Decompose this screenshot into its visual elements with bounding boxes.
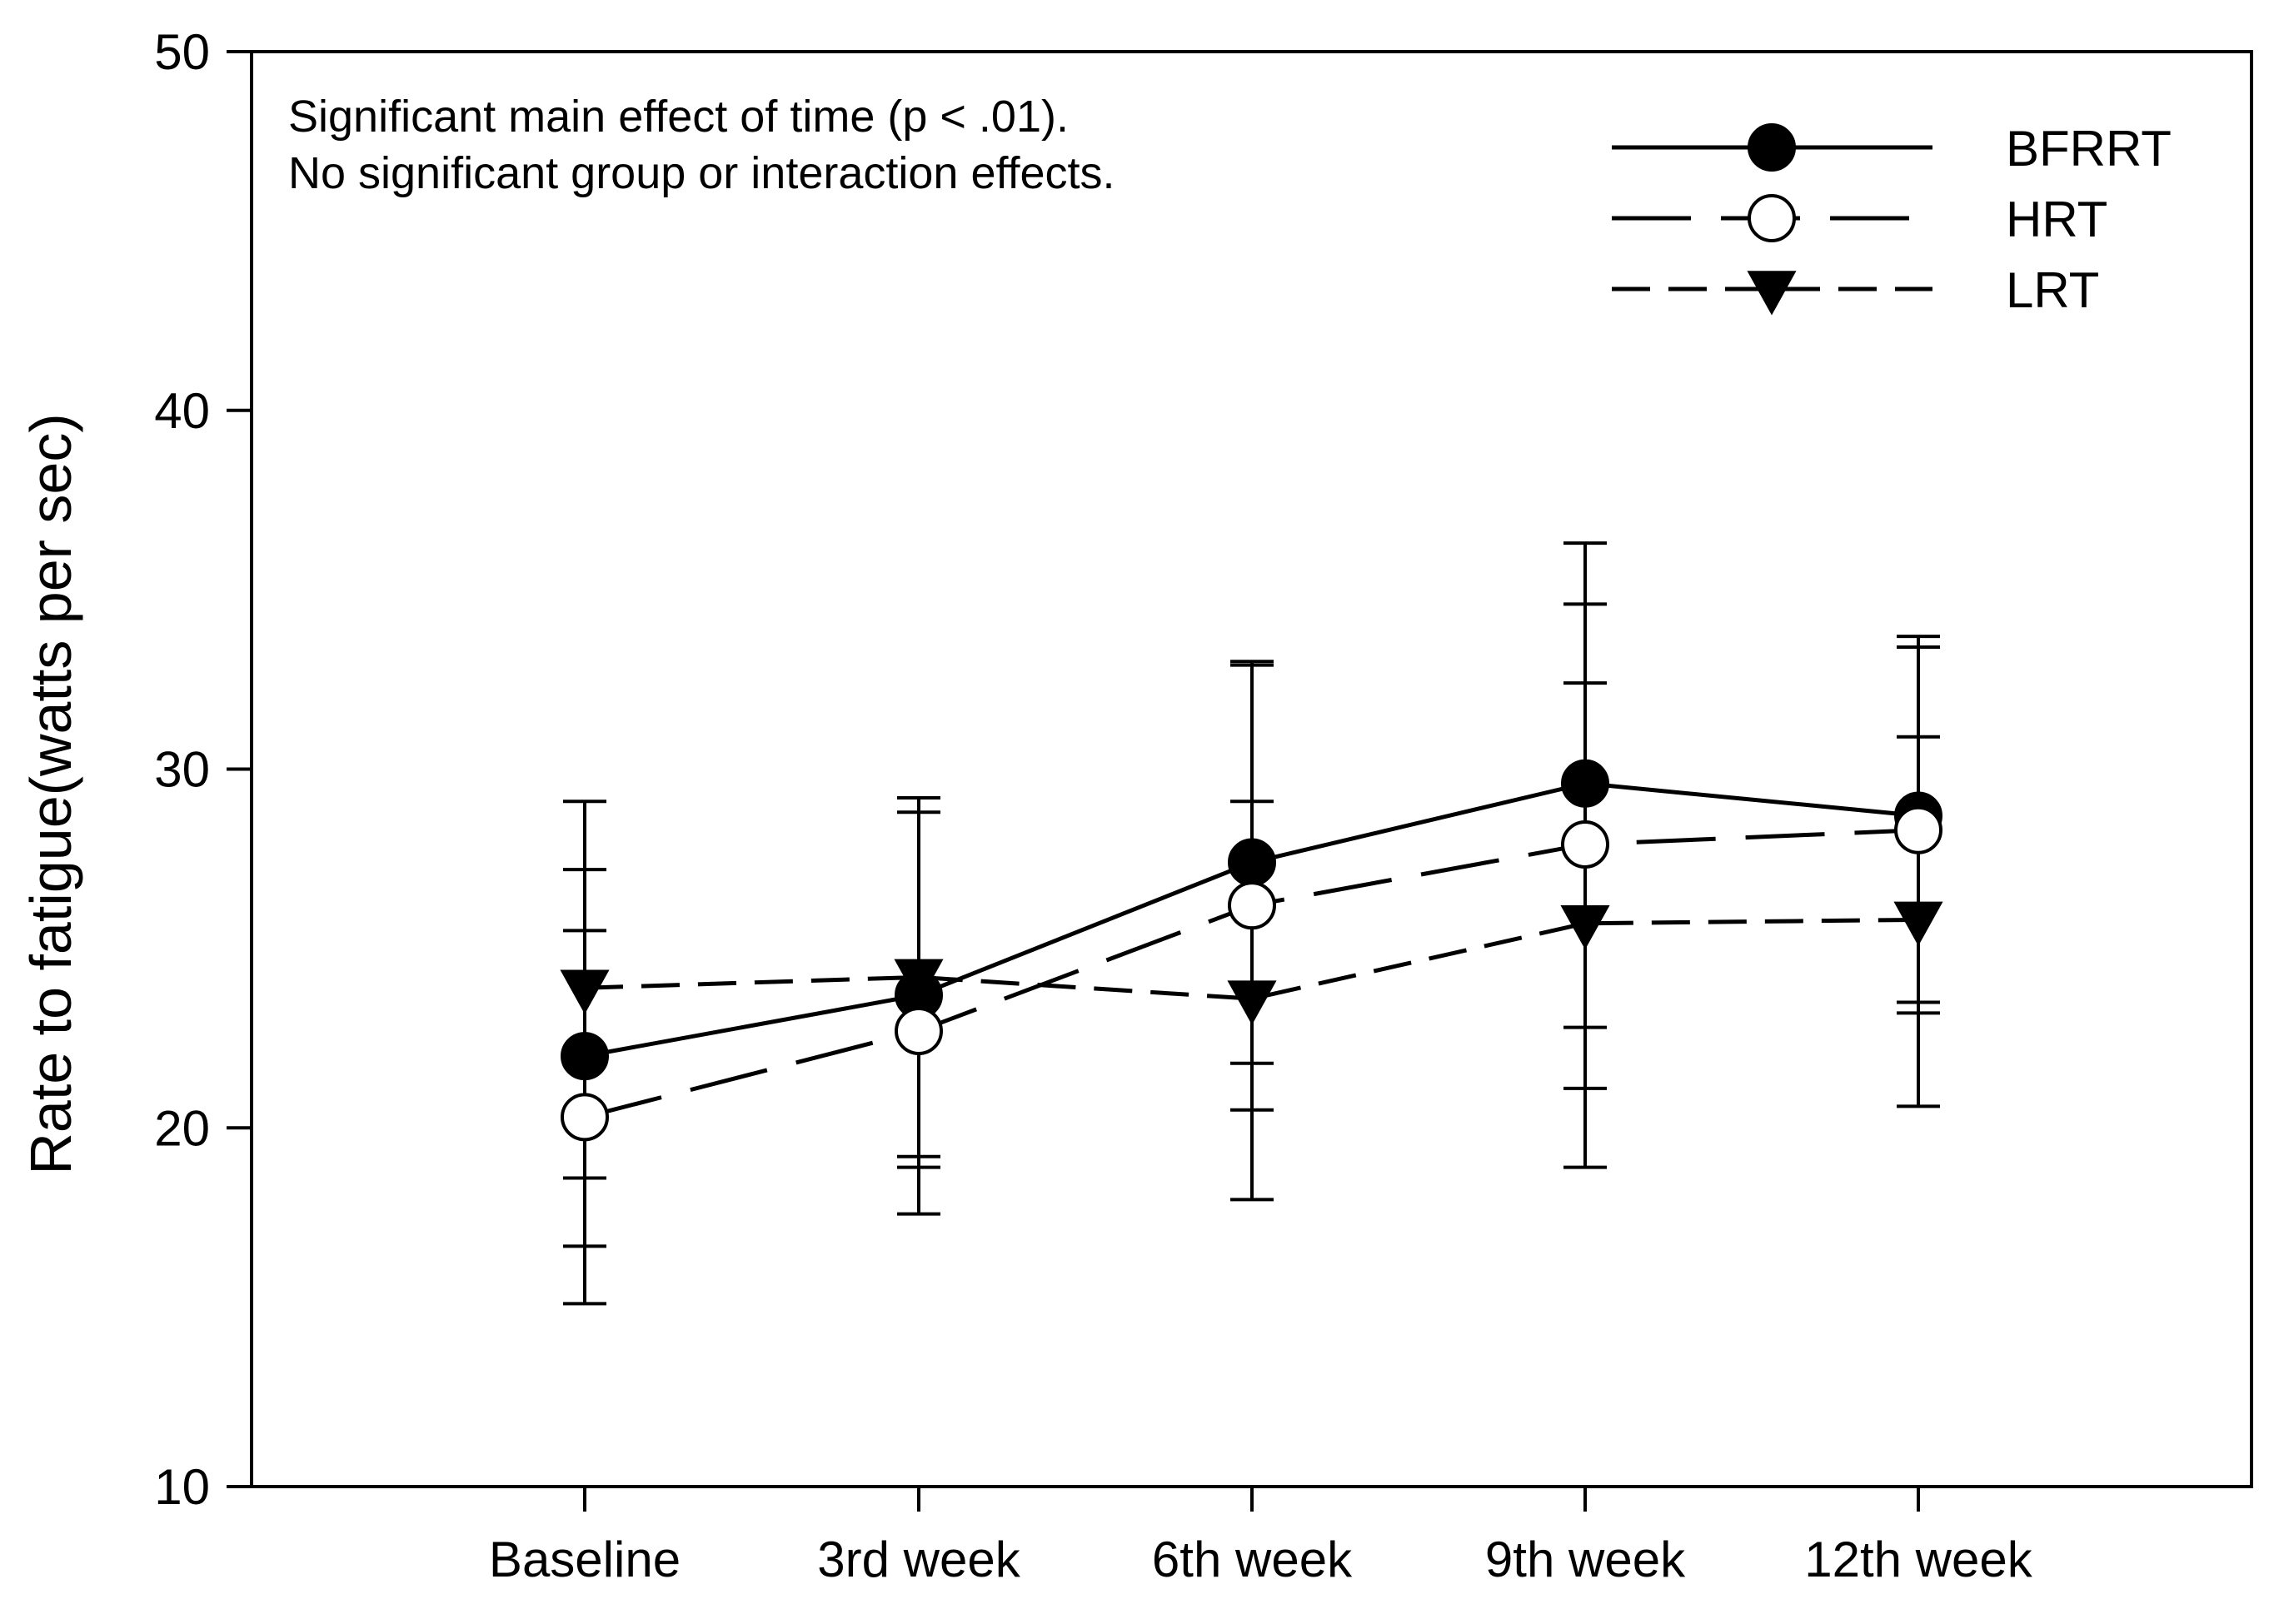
y-tick-label: 50 [154,24,210,80]
x-tick-label: 12th week [1804,1532,2033,1587]
bfrrt-data-point [1561,759,1609,808]
legend-marker-bfrrt [1748,123,1796,172]
x-tick-label: 6th week [1152,1532,1353,1587]
annotation-text: Significant main effect of time (p < .01… [288,92,1069,142]
legend-label-lrt: LRT [2006,262,2099,318]
annotation-text: No significant group or interaction effe… [288,148,1115,198]
y-axis-title: Rate to fatigue(watts per sec) [18,413,83,1174]
x-tick-label: 3rd week [817,1532,1020,1587]
legend-label-hrt: HRT [2006,192,2107,247]
lrt-data-point [1227,980,1277,1025]
y-tick-label: 20 [154,1100,210,1156]
legend-marker-hrt [1748,194,1796,242]
lrt-data-point [894,959,944,1004]
hrt-data-point [1228,881,1276,930]
y-tick-label: 10 [154,1459,210,1515]
legend-label-bfrrt: BFRRT [2006,121,2172,177]
y-tick-label: 40 [154,383,210,439]
hrt-data-point [1894,805,1942,854]
lrt-data-point [1893,901,1943,946]
lrt-data-point [1560,904,1610,950]
lrt-data-point [560,969,610,1014]
bfrrt-data-point [561,1032,609,1081]
legend-marker-lrt [1747,271,1797,316]
x-tick-label: 9th week [1485,1532,1686,1587]
x-tick-label: Baseline [489,1532,681,1587]
hrt-data-point [1561,819,1609,869]
hrt-data-point [895,1006,943,1055]
bfrrt-data-point [1228,838,1276,887]
hrt-data-point [561,1093,609,1142]
y-tick-label: 30 [154,742,210,798]
